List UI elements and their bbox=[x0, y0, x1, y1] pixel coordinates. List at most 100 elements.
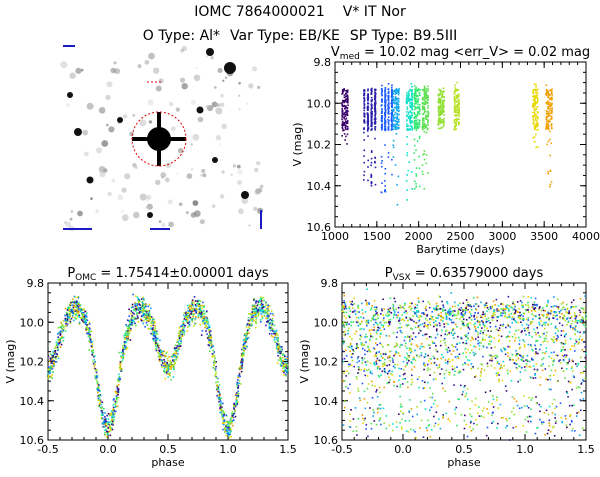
title-symbol: P bbox=[67, 266, 75, 281]
data-point bbox=[56, 344, 58, 347]
data-point bbox=[133, 321, 135, 323]
data-point bbox=[109, 428, 112, 430]
data-point bbox=[384, 104, 386, 106]
data-point bbox=[152, 331, 154, 333]
data-point bbox=[549, 118, 552, 120]
data-point bbox=[411, 338, 414, 340]
data-point bbox=[453, 374, 456, 376]
data-point bbox=[523, 318, 525, 320]
data-point bbox=[551, 117, 553, 120]
data-point bbox=[535, 102, 537, 105]
data-point bbox=[577, 363, 580, 366]
data-point bbox=[207, 344, 210, 346]
data-point bbox=[409, 119, 412, 121]
data-point bbox=[154, 343, 157, 345]
data-point bbox=[207, 323, 209, 325]
data-point bbox=[413, 108, 416, 111]
data-point bbox=[411, 103, 413, 106]
data-point bbox=[544, 310, 546, 312]
data-point bbox=[79, 304, 82, 307]
data-point bbox=[407, 169, 410, 172]
data-point bbox=[429, 344, 431, 346]
data-point bbox=[260, 303, 263, 305]
data-point bbox=[83, 308, 85, 310]
data-point bbox=[103, 420, 106, 422]
data-point bbox=[409, 99, 412, 102]
data-point bbox=[115, 391, 117, 394]
data-point bbox=[180, 337, 182, 339]
data-point bbox=[258, 301, 261, 303]
sky-star bbox=[211, 204, 216, 209]
data-point bbox=[425, 115, 427, 118]
data-point bbox=[550, 125, 553, 127]
data-point bbox=[426, 101, 429, 104]
data-point bbox=[435, 330, 438, 332]
data-point bbox=[152, 323, 155, 325]
data-point bbox=[129, 321, 131, 323]
data-point bbox=[51, 365, 54, 368]
data-point bbox=[370, 176, 372, 178]
sky-star bbox=[146, 199, 149, 202]
data-point bbox=[61, 323, 63, 325]
data-point bbox=[47, 377, 49, 380]
data-point bbox=[545, 88, 548, 91]
data-point bbox=[367, 98, 369, 101]
data-point bbox=[413, 117, 416, 120]
data-point bbox=[442, 119, 445, 121]
data-point bbox=[413, 152, 415, 154]
data-point bbox=[549, 114, 551, 117]
data-point bbox=[474, 376, 476, 378]
data-point bbox=[416, 114, 419, 117]
data-point bbox=[409, 120, 412, 123]
data-point bbox=[183, 314, 185, 317]
data-point bbox=[395, 88, 398, 90]
data-point bbox=[547, 103, 550, 106]
data-point bbox=[202, 309, 205, 312]
data-point bbox=[100, 416, 103, 419]
data-point bbox=[48, 376, 50, 379]
data-point bbox=[390, 120, 393, 123]
data-point bbox=[214, 362, 217, 364]
data-point bbox=[360, 327, 363, 330]
data-point bbox=[172, 364, 175, 366]
data-point bbox=[363, 109, 365, 112]
data-point bbox=[357, 366, 360, 368]
data-point bbox=[537, 112, 539, 114]
data-point bbox=[354, 333, 356, 335]
data-point bbox=[140, 319, 143, 322]
data-point bbox=[346, 94, 349, 96]
data-point bbox=[276, 336, 278, 339]
data-point bbox=[166, 363, 169, 366]
data-point bbox=[77, 311, 80, 313]
data-point bbox=[504, 315, 506, 317]
data-point bbox=[49, 371, 52, 373]
data-point bbox=[179, 330, 182, 333]
data-point bbox=[413, 127, 416, 130]
data-point bbox=[456, 120, 458, 123]
data-point bbox=[450, 353, 453, 356]
data-point bbox=[411, 102, 413, 105]
sky-star bbox=[108, 126, 115, 133]
data-point bbox=[73, 305, 76, 308]
data-point bbox=[408, 94, 410, 96]
data-point bbox=[413, 85, 416, 87]
data-point bbox=[277, 338, 279, 340]
data-point bbox=[231, 420, 234, 423]
data-point bbox=[97, 397, 100, 400]
data-point bbox=[414, 307, 416, 310]
data-point bbox=[95, 375, 98, 377]
data-point bbox=[423, 131, 426, 133]
data-point bbox=[150, 324, 152, 327]
data-point bbox=[363, 119, 365, 122]
data-point bbox=[218, 396, 221, 398]
data-point bbox=[346, 100, 349, 103]
data-point bbox=[345, 101, 348, 103]
data-point bbox=[490, 336, 493, 338]
data-point bbox=[417, 119, 419, 121]
data-point bbox=[546, 340, 549, 343]
sky-star bbox=[248, 83, 254, 89]
data-point bbox=[540, 309, 543, 312]
data-point bbox=[411, 302, 413, 305]
data-point bbox=[107, 413, 110, 415]
data-point bbox=[352, 307, 354, 309]
